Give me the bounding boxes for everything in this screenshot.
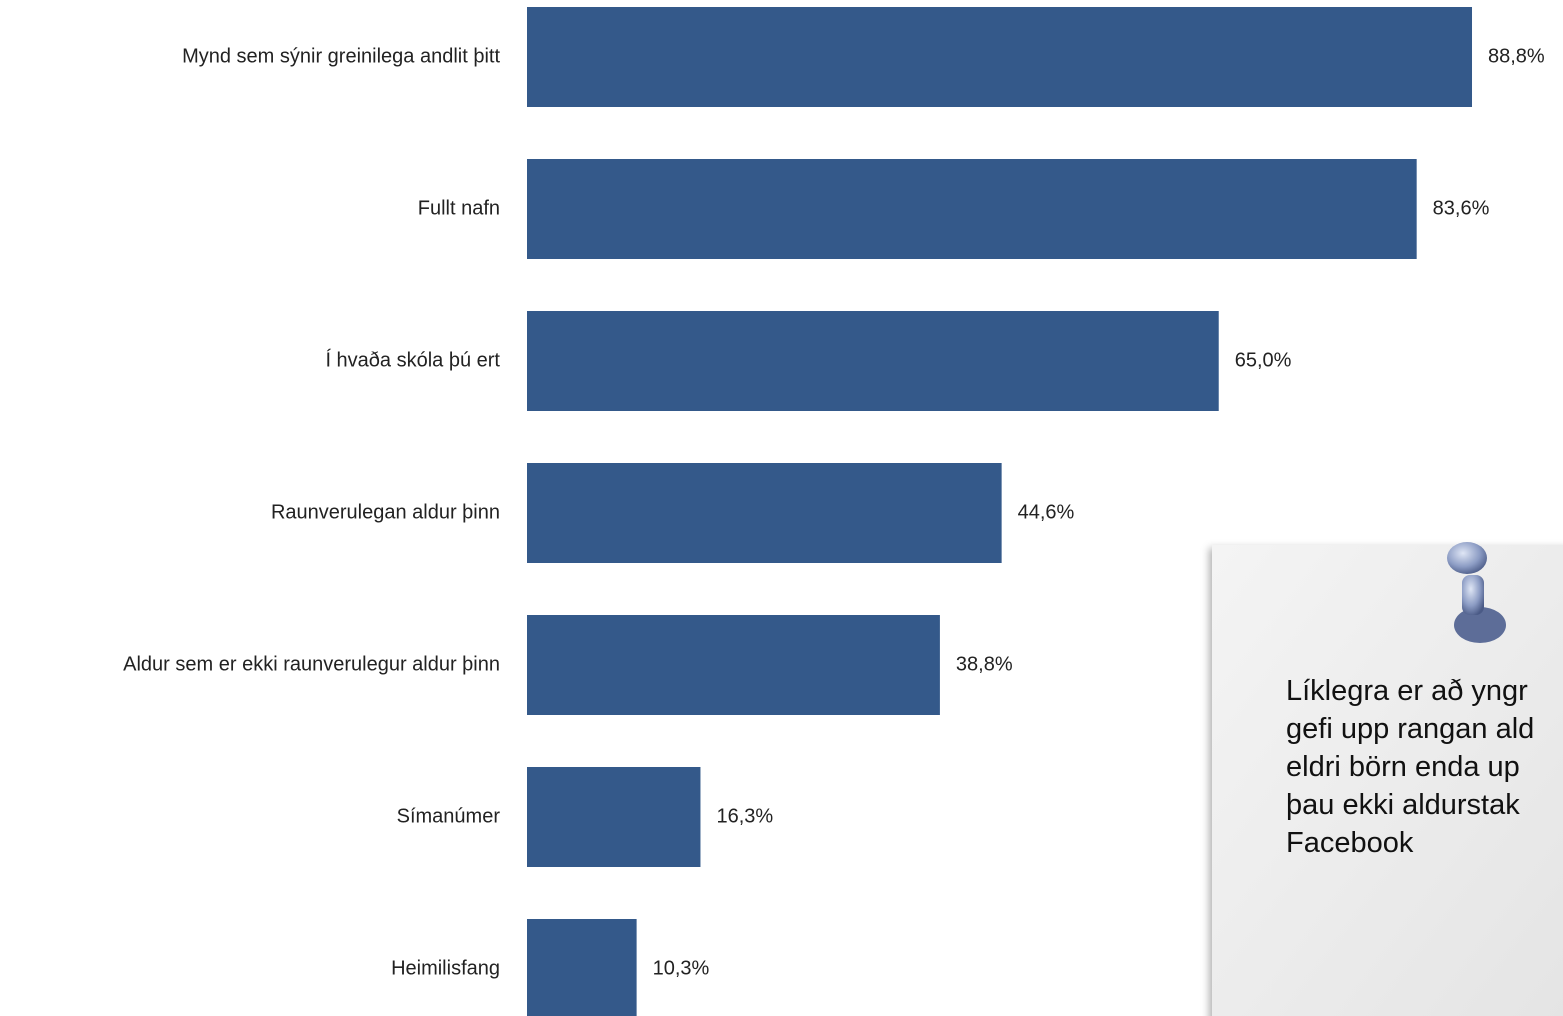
- value-label: 44,6%: [1018, 501, 1075, 523]
- bar: [527, 311, 1219, 411]
- bar: [527, 463, 1002, 563]
- bar: [527, 767, 701, 867]
- category-label: Raunverulegan aldur þinn: [271, 501, 500, 523]
- category-label: Fullt nafn: [418, 197, 500, 219]
- note-text: Facebook: [1286, 827, 1414, 859]
- note-text: gefi upp rangan ald: [1286, 713, 1534, 745]
- category-label: Í hvaða skóla þú ert: [325, 348, 500, 371]
- note-text: Líklegra er að yngr: [1286, 675, 1528, 707]
- value-label: 65,0%: [1235, 349, 1292, 371]
- bar: [527, 159, 1417, 259]
- bar: [527, 919, 637, 1016]
- note-text: þau ekki aldurstak: [1286, 789, 1520, 821]
- category-label: Símanúmer: [397, 805, 501, 827]
- category-label: Aldur sem er ekki raunverulegur aldur þi…: [123, 653, 500, 675]
- bar: [527, 615, 940, 715]
- value-label: 83,6%: [1433, 197, 1490, 219]
- pin: [1447, 542, 1506, 643]
- note: Líklegra er að yngr gefi upp rangan ald el…: [1212, 542, 1563, 1016]
- bar: [527, 7, 1473, 107]
- note-text: eldri börn enda up: [1286, 751, 1520, 783]
- value-label: 10,3%: [653, 957, 710, 979]
- value-label: 38,8%: [956, 653, 1013, 675]
- category-label: Mynd sem sýnir greinilega andlit þitt: [182, 45, 500, 67]
- value-label: 88,8%: [1488, 45, 1545, 67]
- value-label: 16,3%: [716, 805, 773, 827]
- category-label: Heimilisfang: [391, 957, 500, 979]
